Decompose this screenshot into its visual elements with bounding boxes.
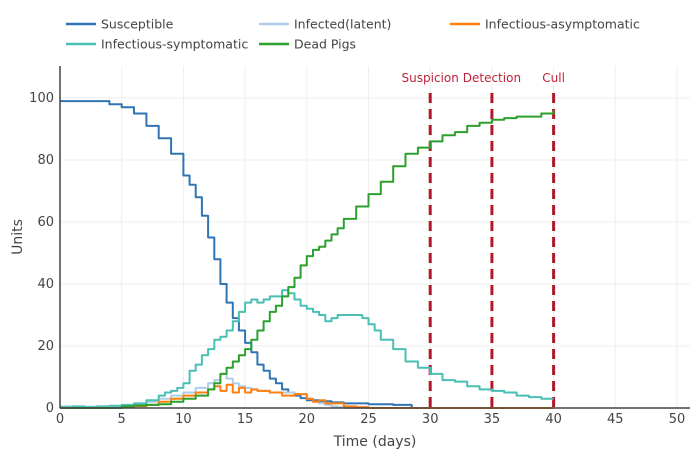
event-label-suspicion: Suspicion <box>402 71 459 85</box>
x-axis-title: Time (days) <box>333 434 417 450</box>
x-tick-label: 40 <box>545 412 562 427</box>
legend: Susceptible Infected(latent) Infectious-as… <box>66 17 640 52</box>
x-tick-label: 10 <box>175 412 192 427</box>
y-tick-label: 20 <box>37 339 54 354</box>
legend-label: Dead Pigs <box>294 37 356 52</box>
y-tick-label: 0 <box>46 401 54 416</box>
series-line-infectious-symptomatic <box>60 289 554 409</box>
series-layer <box>60 100 555 409</box>
y-axis-title: Units <box>10 219 26 255</box>
y-tick-label: 40 <box>37 277 54 292</box>
legend-item[interactable]: Susceptible <box>66 17 174 32</box>
x-tick-label: 15 <box>237 412 254 427</box>
x-tick-label: 20 <box>299 412 316 427</box>
legend-label: Infectious-symptomatic <box>101 37 248 52</box>
x-ticks: 0 5 10 15 20 25 30 35 40 45 50 <box>56 412 685 427</box>
x-tick-label: 5 <box>118 412 126 427</box>
legend-label: Infectious-asymptomatic <box>485 17 640 32</box>
event-label-detection: Detection <box>463 71 521 85</box>
y-tick-label: 60 <box>37 215 54 230</box>
y-tick-label: 100 <box>29 91 54 106</box>
legend-item[interactable]: Dead Pigs <box>259 37 356 52</box>
x-tick-label: 45 <box>607 412 624 427</box>
grid <box>60 66 690 408</box>
legend-item[interactable]: Infected(latent) <box>259 17 391 32</box>
x-tick-label: 50 <box>669 412 686 427</box>
legend-item[interactable]: Infectious-asymptomatic <box>450 17 640 32</box>
x-tick-label: 25 <box>360 412 377 427</box>
legend-item[interactable]: Infectious-symptomatic <box>66 37 248 52</box>
y-tick-label: 80 <box>37 153 54 168</box>
legend-label: Susceptible <box>101 17 174 32</box>
series-line-dead-pigs <box>60 110 555 409</box>
legend-label: Infected(latent) <box>294 17 391 32</box>
annotations: Suspicion Detection Cull <box>402 71 565 85</box>
event-label-cull: Cull <box>542 71 565 85</box>
x-tick-label: 0 <box>56 412 64 427</box>
x-tick-label: 30 <box>422 412 439 427</box>
y-ticks: 0 20 40 60 80 100 <box>29 91 54 416</box>
x-tick-label: 35 <box>484 412 501 427</box>
series-line-susceptible <box>60 100 413 408</box>
